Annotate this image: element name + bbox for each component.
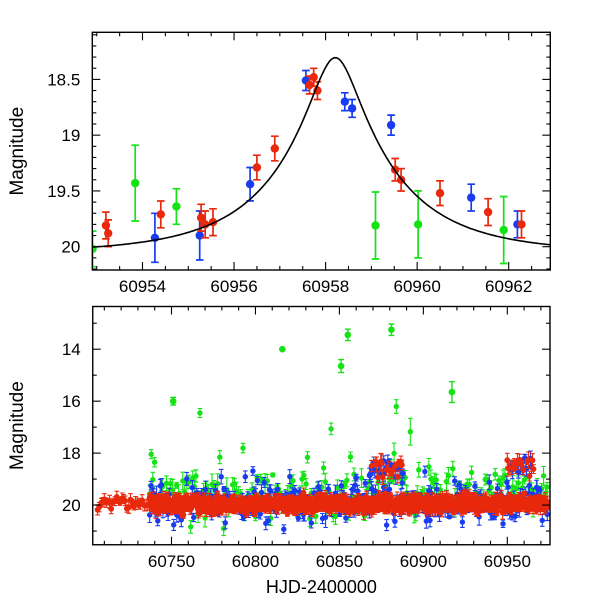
svg-text:16: 16: [62, 392, 81, 411]
svg-text:Magnitude: Magnitude: [7, 107, 28, 196]
svg-text:60956: 60956: [210, 277, 257, 296]
svg-text:18: 18: [62, 444, 81, 463]
svg-text:18.5: 18.5: [47, 70, 80, 89]
svg-text:20: 20: [62, 496, 81, 515]
svg-text:60962: 60962: [485, 277, 532, 296]
svg-text:19: 19: [61, 126, 80, 145]
svg-text:Magnitude: Magnitude: [7, 381, 28, 470]
svg-text:60960: 60960: [394, 277, 441, 296]
svg-text:60958: 60958: [302, 277, 349, 296]
svg-text:60950: 60950: [484, 552, 531, 571]
svg-text:60750: 60750: [148, 552, 195, 571]
svg-text:14: 14: [62, 340, 81, 359]
svg-text:60954: 60954: [119, 277, 166, 296]
svg-text:19.5: 19.5: [47, 182, 80, 201]
svg-text:60800: 60800: [232, 552, 279, 571]
svg-text:HJD-2400000: HJD-2400000: [266, 577, 377, 597]
svg-text:20: 20: [61, 238, 80, 257]
svg-text:60900: 60900: [400, 552, 447, 571]
svg-text:60850: 60850: [316, 552, 363, 571]
